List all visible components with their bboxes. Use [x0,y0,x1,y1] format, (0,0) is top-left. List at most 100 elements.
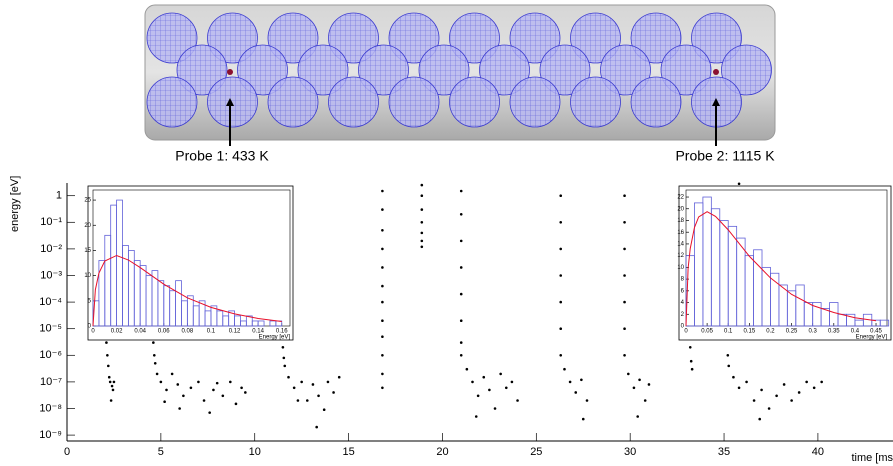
point [197,380,200,384]
y-tick-label: 6 [681,288,685,294]
sphere [146,76,198,128]
x-tick-label: 0.16 [276,329,288,335]
point [189,386,193,390]
point [165,388,168,392]
fit-curve [92,254,282,327]
point [283,364,287,368]
point [112,380,116,384]
x-tick-label: 20 [436,446,448,458]
x-tick-label: 35 [718,446,730,458]
point [623,353,626,357]
point [152,341,155,344]
arrow-head [712,98,720,106]
y-tick-label: 10⁻⁴ [39,296,62,308]
point [471,380,474,384]
point [559,274,563,277]
point [381,247,384,251]
x-tick-label: 0.1 [724,329,733,335]
y-tick-label: 2 [681,312,685,318]
y-axis-label: energy [eV] [9,176,21,232]
chart: 0 0.05 0.1 0.15 0.2 0.25 0.3 0.35 0.4 0.45 0 2 4 6 8 10… [677,185,892,341]
x-tick-label: 0.3 [809,329,818,335]
y-tick-label: 18 [677,218,684,224]
point [760,388,763,392]
y-tick-label: 14 [677,242,684,248]
point [797,391,801,394]
point [585,399,589,402]
point [420,183,424,187]
point [465,367,469,371]
point [106,353,109,357]
point [581,417,585,421]
point [381,208,384,211]
point [381,372,384,376]
point [159,380,163,384]
point [459,189,463,193]
x-axis-label: time [ms [851,452,893,464]
point [820,380,823,384]
point [488,388,491,392]
point [516,399,519,402]
point [474,415,478,418]
point [690,367,694,371]
sphere [267,76,319,128]
point [559,220,563,224]
sphere [509,76,561,128]
sphere [388,76,440,128]
point [337,375,341,379]
y-tick-label: 10⁻⁶ [39,349,62,361]
point [229,380,232,384]
probe [227,69,233,75]
sphere [509,12,561,64]
point [381,319,384,322]
y-tick-label: 10⁻⁷ [40,376,62,388]
point [775,394,778,398]
point [732,375,735,379]
x-tick-label: 0.04 [134,329,146,335]
sphere [207,76,258,128]
hist-bar [257,320,265,327]
point [482,375,486,379]
x-tick-label: 15 [342,446,354,458]
point [332,391,335,394]
x-tick-label: 0 [91,329,95,335]
point [111,388,115,392]
point [311,383,315,386]
sphere [358,44,409,96]
point [493,407,497,410]
point [623,247,626,251]
point [322,408,326,412]
x-axis-label: Energy [eV] [259,335,291,341]
y-tick-label: 10⁻³ [40,269,62,281]
y-tick-label: 25 [84,198,91,204]
arrow-head [226,98,234,106]
point [381,353,384,357]
point [790,399,793,402]
point [109,399,113,402]
point [623,194,626,197]
point [459,353,463,357]
sphere [237,44,288,96]
y-tick-label: 5 [88,298,92,304]
y-tick-label: 10 [84,273,91,279]
point [326,380,330,384]
point [559,194,563,197]
sphere [449,12,500,64]
y-tick-label: 15 [84,248,91,254]
point [163,400,166,404]
point [215,381,219,385]
point [420,208,424,211]
point [647,383,651,386]
x-axis-label: Energy [eV] [856,335,888,341]
point [420,220,424,224]
x-tick-label: 25 [530,446,542,458]
point [632,386,636,390]
sphere [570,76,621,128]
probe [713,69,719,75]
point [381,300,384,304]
x-tick-label: 0.45 [870,329,882,335]
x-tick-label: 0.05 [701,329,713,335]
point [317,394,320,398]
x-tick-label: 40 [812,446,824,458]
sphere [630,12,682,64]
